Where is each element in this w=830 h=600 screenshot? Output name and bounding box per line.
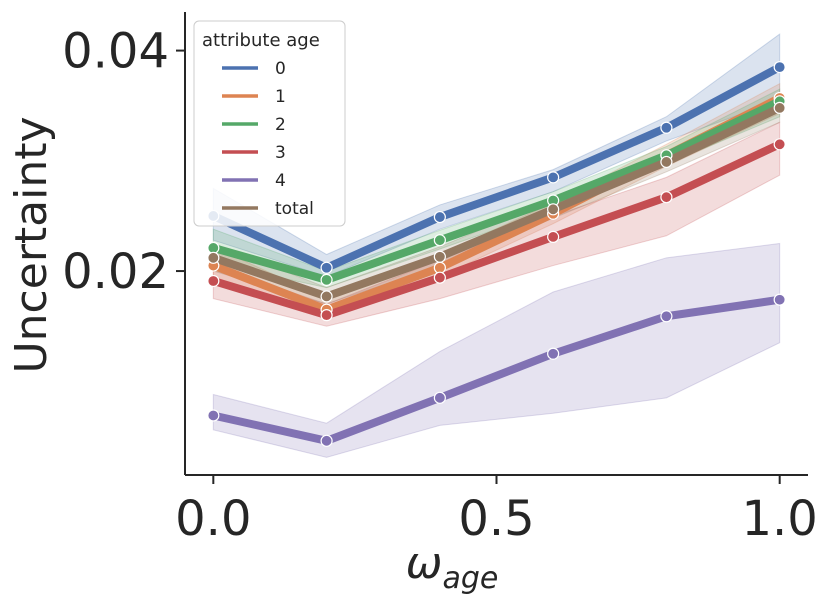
y-axis-title: Uncertainty xyxy=(6,116,57,373)
series-4-band xyxy=(212,242,781,458)
series-2-line xyxy=(209,97,784,284)
series-3-line xyxy=(209,140,784,320)
legend: attribute age 0 1 2 3 4 total xyxy=(193,20,346,227)
series-3-point xyxy=(773,138,786,151)
x-axis-ticks: 0.0 0.5 1.0 xyxy=(175,475,818,547)
series-markers xyxy=(207,61,786,447)
series-lines xyxy=(209,63,784,445)
series-0-line xyxy=(209,63,784,272)
series-3-point xyxy=(660,191,673,204)
series-total-point xyxy=(207,251,220,264)
series-total-point xyxy=(773,101,786,115)
series-0-point xyxy=(320,261,333,274)
legend-label-0: 0 xyxy=(275,59,286,79)
series-0-point xyxy=(660,121,673,134)
y-tick-label: 0.02 xyxy=(62,244,169,300)
series-4-point xyxy=(207,409,220,422)
x-tick-label: 1.0 xyxy=(742,491,818,547)
series-2-point xyxy=(433,234,446,247)
legend-label-2: 2 xyxy=(275,115,286,135)
series-4-point xyxy=(773,293,786,306)
series-total-point xyxy=(320,290,333,303)
y-axis-ticks: 0.02 0.04 xyxy=(62,24,185,300)
series-0-point xyxy=(433,210,446,224)
series-3-point xyxy=(547,230,560,243)
x-axis-title: ωage xyxy=(406,538,499,596)
legend-label-3: 3 xyxy=(275,143,286,163)
series-4-point xyxy=(320,434,333,447)
x-tick-label: 0.5 xyxy=(458,491,534,547)
series-2-point xyxy=(320,273,333,286)
legend-frame xyxy=(193,20,346,227)
legend-items: 0 1 2 3 4 total xyxy=(222,59,314,219)
legend-label-4: 4 xyxy=(275,171,286,191)
legend-label-1: 1 xyxy=(275,87,286,107)
legend-title: attribute age xyxy=(202,30,320,51)
series-3-point xyxy=(320,309,333,322)
series-3-point xyxy=(433,271,446,284)
series-0-point xyxy=(547,171,560,184)
series-total-point xyxy=(660,155,673,169)
y-tick-label: 0.04 xyxy=(62,24,169,80)
series-total-point xyxy=(547,203,560,216)
series-4-line xyxy=(209,295,784,445)
x-tick-label: 0.0 xyxy=(175,491,251,547)
series-4-point xyxy=(547,347,560,360)
series-3-point xyxy=(207,274,220,288)
series-4-point xyxy=(433,391,446,404)
series-total-line xyxy=(209,103,784,301)
x-axis-title-subscript: age xyxy=(442,561,498,596)
legend-label-total: total xyxy=(275,199,314,219)
x-axis-title-omega: ω xyxy=(406,538,443,589)
series-4-point xyxy=(660,310,673,323)
series-total-point xyxy=(433,250,446,263)
series-0-point xyxy=(773,61,786,74)
